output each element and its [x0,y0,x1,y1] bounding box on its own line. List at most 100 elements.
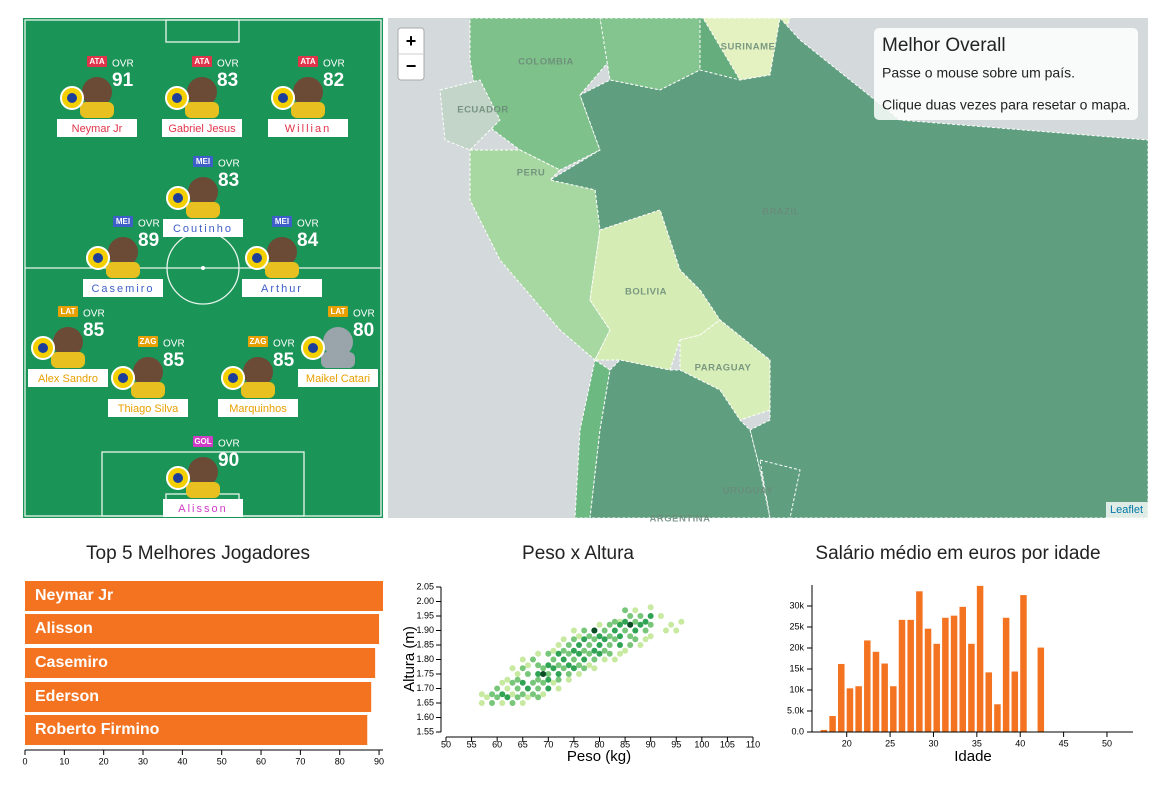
bar[interactable] [1037,647,1045,732]
flag-globe [173,473,183,483]
zoom-in[interactable]: + [406,31,417,51]
bar[interactable] [907,619,914,732]
player-name[interactable]: Maikel Catari [306,373,370,385]
player-name[interactable]: Alisson [178,503,227,515]
country-label: BOLIVIA [625,287,667,298]
bar[interactable] [881,663,888,732]
bar[interactable] [1002,617,1010,732]
bar[interactable] [942,617,949,732]
player-shirt [241,382,275,398]
x-tick-label: 65 [518,739,528,749]
bar[interactable] [916,591,923,732]
point [591,656,598,663]
player-name[interactable]: Gabriel Jesus [168,123,236,135]
player-name[interactable]: Neymar Jr [72,123,123,135]
bar[interactable] [985,672,993,732]
bar[interactable] [950,615,958,732]
player-shirt [51,352,85,368]
point [591,665,598,672]
point [504,694,511,701]
point [673,627,680,634]
point [524,694,531,701]
position-label: ATA [300,57,315,66]
bar[interactable] [25,682,372,712]
point [560,636,567,643]
zoom-control [397,27,425,81]
bar[interactable] [1011,671,1019,732]
bar[interactable] [25,648,376,678]
rating: 85 [273,350,295,371]
point [483,694,490,701]
point [535,650,542,657]
country-label: ECUADOR [457,105,509,116]
attribution-bg [1106,502,1148,518]
position-label: LAT [331,307,346,316]
x-tick-label: 70 [543,739,553,749]
bar[interactable] [898,619,906,732]
attribution[interactable]: Leaflet [1110,504,1143,516]
point [519,700,526,706]
point [560,665,567,672]
player-name[interactable]: Willian [285,123,331,135]
point [606,621,613,628]
bar[interactable] [838,663,845,732]
player-shirt [186,202,220,218]
name-box [268,119,348,137]
player-name[interactable]: Thiago Silva [118,403,179,415]
country-label: URUGUAY [723,486,774,497]
y-tick-label: 15k [789,663,804,673]
bar[interactable] [976,585,984,732]
point [504,685,511,692]
player-name[interactable]: Marquinhos [229,403,287,415]
point [514,671,521,677]
y-tick-label: 0.0 [791,726,804,736]
country-label: BRAZIL [762,207,800,218]
bar[interactable] [829,716,836,732]
bar[interactable] [820,729,828,732]
countries[interactable] [439,18,1148,518]
bar[interactable] [25,715,368,745]
zoom-out[interactable]: − [406,56,417,76]
player-name[interactable]: Arthur [261,283,303,295]
y-tick-label: 2.00 [416,596,434,606]
point [519,665,526,672]
bar[interactable] [25,581,383,611]
x-tick-label: 95 [671,739,681,749]
point [478,700,485,706]
player-name[interactable]: Alex Sandro [38,373,98,385]
bar[interactable] [872,651,880,732]
bar[interactable] [25,614,380,644]
bar[interactable] [933,643,940,732]
chart-title: Salário médio em euros por idade [815,543,1100,564]
point [499,679,506,686]
rating: 82 [323,70,344,91]
point [550,665,557,672]
bar[interactable] [994,704,1001,732]
point [540,691,547,698]
point [627,621,634,628]
point [591,647,598,654]
bar[interactable] [968,643,975,732]
bar[interactable] [855,686,862,732]
bar-label: Casemiro [35,654,108,671]
bar[interactable] [1020,595,1027,732]
name-box [242,279,322,297]
bar[interactable] [924,628,932,732]
point [555,685,562,692]
x-tick-label: 50 [441,739,451,749]
ovr-label: OVR [112,59,134,70]
point [560,656,567,663]
point [545,685,552,692]
y-tick-label: 1.80 [416,654,434,664]
point [622,618,629,625]
bar[interactable] [959,606,966,732]
bar[interactable] [846,688,854,732]
bar[interactable] [890,686,897,732]
point [586,642,593,648]
rating: 80 [353,320,374,341]
y-tick-label: 5.0k [787,705,805,715]
bar[interactable] [864,640,871,732]
player-name[interactable]: Casemiro [91,283,154,295]
player-name[interactable]: Coutinho [173,223,233,235]
point [581,627,588,634]
